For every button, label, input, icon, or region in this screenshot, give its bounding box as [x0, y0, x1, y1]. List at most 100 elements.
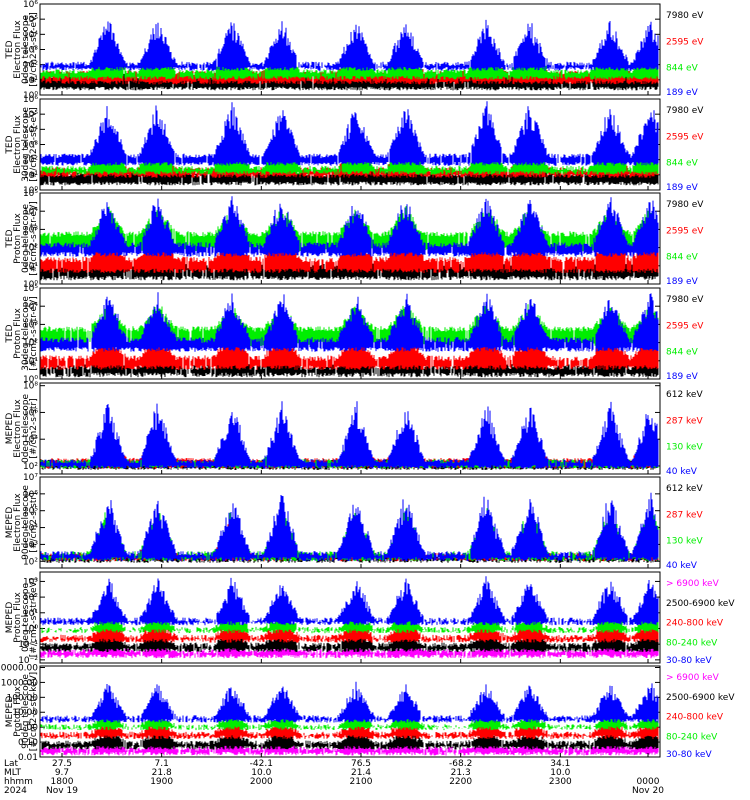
- series-spikes: [40, 401, 659, 469]
- y-axis-label: MEPED: [5, 413, 15, 445]
- x-tick-label: 2300: [549, 777, 572, 787]
- y-axis-label: [#/cm2-s-str-eV]: [29, 296, 39, 371]
- y-tick-label: 10⁶: [23, 0, 38, 10]
- legend-entry: 7980 eV: [666, 106, 704, 116]
- x-row-label: Lat: [4, 759, 19, 769]
- legend-entry: 612 keV: [666, 390, 703, 400]
- series-spikes: [40, 292, 659, 352]
- x-tick-label: 7.1: [155, 759, 169, 769]
- legend-entry: 130 keV: [666, 443, 703, 453]
- legend-entry: 287 keV: [666, 510, 703, 520]
- legend-entry: 240-800 keV: [666, 713, 724, 723]
- x-tick-label: 76.5: [351, 759, 371, 769]
- legend-entry: 844 eV: [666, 348, 699, 358]
- series-189-ev: [40, 19, 659, 71]
- legend-entry: 844 eV: [666, 253, 699, 263]
- y-tick-label: 10⁰: [23, 186, 38, 196]
- panel-frame: [39, 382, 661, 475]
- series-40-kev: [40, 492, 659, 562]
- y-tick-label: 10¹: [23, 262, 38, 272]
- y-axis-label: TED: [5, 229, 15, 248]
- y-axis-label: [#/cm2-s-str-eV]: [29, 12, 39, 87]
- legend-entry: 130 keV: [666, 537, 703, 547]
- legend-entry: 80-240 keV: [666, 732, 718, 742]
- y-axis-label: TED: [5, 40, 15, 59]
- y-axis-label: TED: [5, 324, 15, 343]
- y-tick-label: 1000.00: [1, 678, 38, 688]
- x-tick-label: 34.1: [550, 759, 570, 769]
- y-tick-label: 10000.00: [0, 663, 38, 673]
- series-189-ev: [40, 292, 659, 352]
- y-tick-label: 10²: [23, 244, 38, 254]
- legend-entry: 612 keV: [666, 484, 703, 494]
- x-tick-label: 9.7: [55, 768, 69, 778]
- legend-entry: 7980 eV: [666, 295, 704, 305]
- y-tick-label: 10⁻²: [18, 656, 38, 666]
- series-2595-ev: [40, 329, 659, 370]
- y-axis-label: [#/cm2-s-str-eV]: [29, 201, 39, 276]
- legend-entry: 7980 eV: [666, 200, 704, 210]
- y-tick-label: 10⁵: [23, 284, 38, 294]
- y-tick-label: 10³: [23, 225, 38, 235]
- legend-entry: 287 keV: [666, 416, 703, 426]
- y-tick-label: 10⁵: [23, 189, 38, 199]
- y-tick-label: 10²: [23, 593, 38, 603]
- y-tick-label: 10³: [23, 320, 38, 330]
- y-tick-label: 10⁴: [23, 435, 38, 445]
- y-tick-label: 0.10: [18, 738, 38, 748]
- x-tick-label: 10.0: [251, 768, 271, 778]
- legend-entry: 844 eV: [666, 64, 699, 74]
- y-axis-label: Electron Flux: [13, 115, 23, 174]
- series-spikes: [40, 19, 659, 71]
- y-tick-label: 10⁴: [23, 302, 38, 312]
- series-spikes: [40, 576, 659, 626]
- y-tick-label: 10³: [23, 577, 38, 587]
- y-tick-label: 10²: [23, 462, 38, 472]
- legend-entry: 2500-6900 keV: [666, 599, 735, 609]
- x-tick-label: 2000: [250, 777, 273, 787]
- panel-frame: [39, 571, 661, 664]
- y-tick-label: 10.00: [12, 708, 38, 718]
- y-tick-label: 10¹: [23, 357, 38, 367]
- panel-frame: [39, 287, 661, 380]
- panel-frame: [39, 476, 661, 569]
- y-tick-label: 10²: [23, 156, 38, 166]
- x-tick-label: 2200: [449, 777, 472, 787]
- x-tick-label: -68.2: [449, 759, 472, 769]
- y-tick-label: 10⁷: [23, 473, 38, 483]
- x-tick-label: 21.8: [152, 768, 172, 778]
- series-240-800-kev: [40, 717, 659, 740]
- y-axis-label: [#/cm2-s-str-eV]: [29, 107, 39, 182]
- x-tick-label: 10.0: [550, 768, 570, 778]
- series-spikes: [40, 717, 659, 740]
- y-tick-label: 10²: [23, 61, 38, 71]
- y-axis-label: [#/cm2-s-str-keV]: [29, 578, 39, 657]
- y-axis-label: TED: [5, 135, 15, 154]
- series-spikes: [40, 196, 659, 257]
- legend-entry: 30-80 keV: [666, 656, 712, 666]
- legend-entry: > 6900 keV: [666, 579, 720, 589]
- y-axis-label: Proton Flux: [13, 592, 23, 643]
- legend-entry: 189 eV: [666, 88, 699, 98]
- x-tick-label: 0000: [637, 777, 660, 787]
- y-axis-label: Electron Flux: [13, 399, 23, 458]
- legend-entry: 189 eV: [666, 372, 699, 382]
- series-40-kev: [40, 401, 659, 469]
- x-row-label: MLT: [4, 768, 22, 778]
- y-axis-label: Electron Flux: [13, 20, 23, 79]
- series-spikes: [40, 681, 659, 723]
- y-tick-label: 10¹: [23, 609, 38, 619]
- legend-entry: 240-800 keV: [666, 619, 724, 629]
- series-30-80-kev: [40, 576, 659, 626]
- y-tick-label: 10²: [23, 339, 38, 349]
- legend-entry: 40 keV: [666, 561, 698, 571]
- y-axis-label: 90deg telescope: [21, 485, 31, 560]
- y-axis-label: Proton Flux: [13, 308, 23, 359]
- y-tick-label: 10⁴: [23, 207, 38, 217]
- y-tick-label: 10⁴: [23, 30, 38, 40]
